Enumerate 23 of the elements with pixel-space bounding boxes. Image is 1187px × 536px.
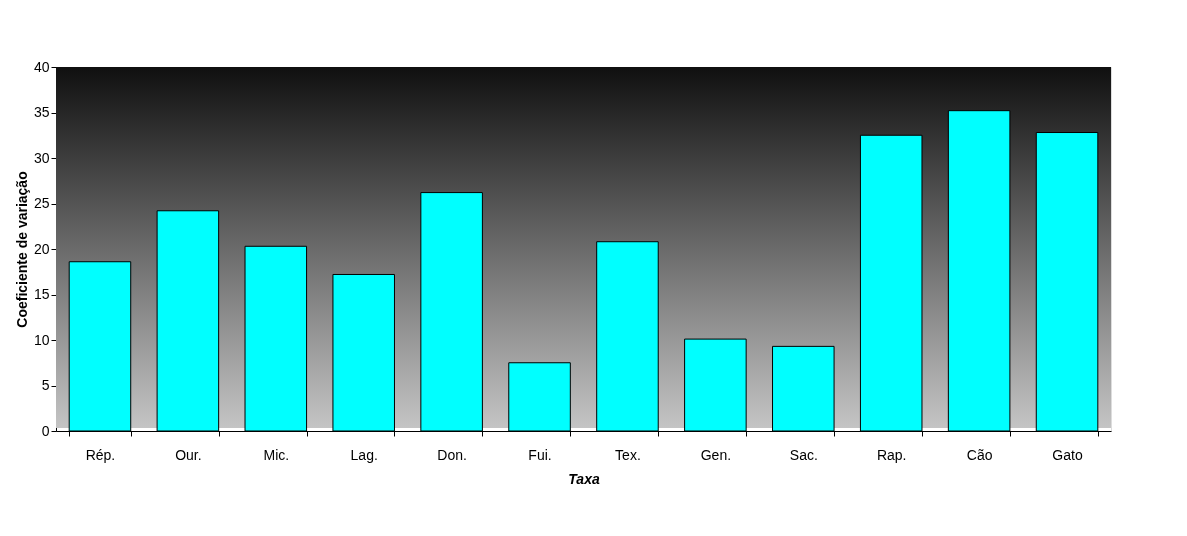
y-tick-label: 15 [33, 286, 50, 302]
x-tick-label: Rép. [85, 446, 116, 463]
y-tick-label: 10 [33, 331, 50, 348]
x-tick-label: Fui. [528, 446, 552, 463]
x-tick-label: Mic. [263, 446, 290, 463]
y-axis-title: Coeficiente de variação [13, 171, 30, 328]
x-tick-label: Tex. [615, 446, 641, 463]
y-tick-label: 0 [41, 422, 50, 439]
y-tick-label: 5 [41, 377, 50, 393]
x-tick-label: Lag. [350, 446, 378, 463]
y-tick-label: 25 [33, 195, 50, 211]
x-tick-label: Rap. [876, 446, 907, 463]
x-tick-label: Our. [175, 446, 202, 463]
x-axis-title: Taxa [568, 470, 600, 487]
x-tick-label: Don. [437, 446, 467, 463]
y-tick-label: 35 [33, 104, 50, 120]
y-tick-label: 30 [33, 149, 50, 166]
x-tick-label: Gen. [700, 446, 732, 463]
x-tick-label: Cão [966, 446, 993, 463]
y-tick-label: 40 [33, 58, 50, 75]
y-tick-label: 20 [33, 240, 50, 257]
x-tick-label: Sac. [789, 446, 818, 463]
x-tick-label: Gato [1052, 446, 1083, 463]
